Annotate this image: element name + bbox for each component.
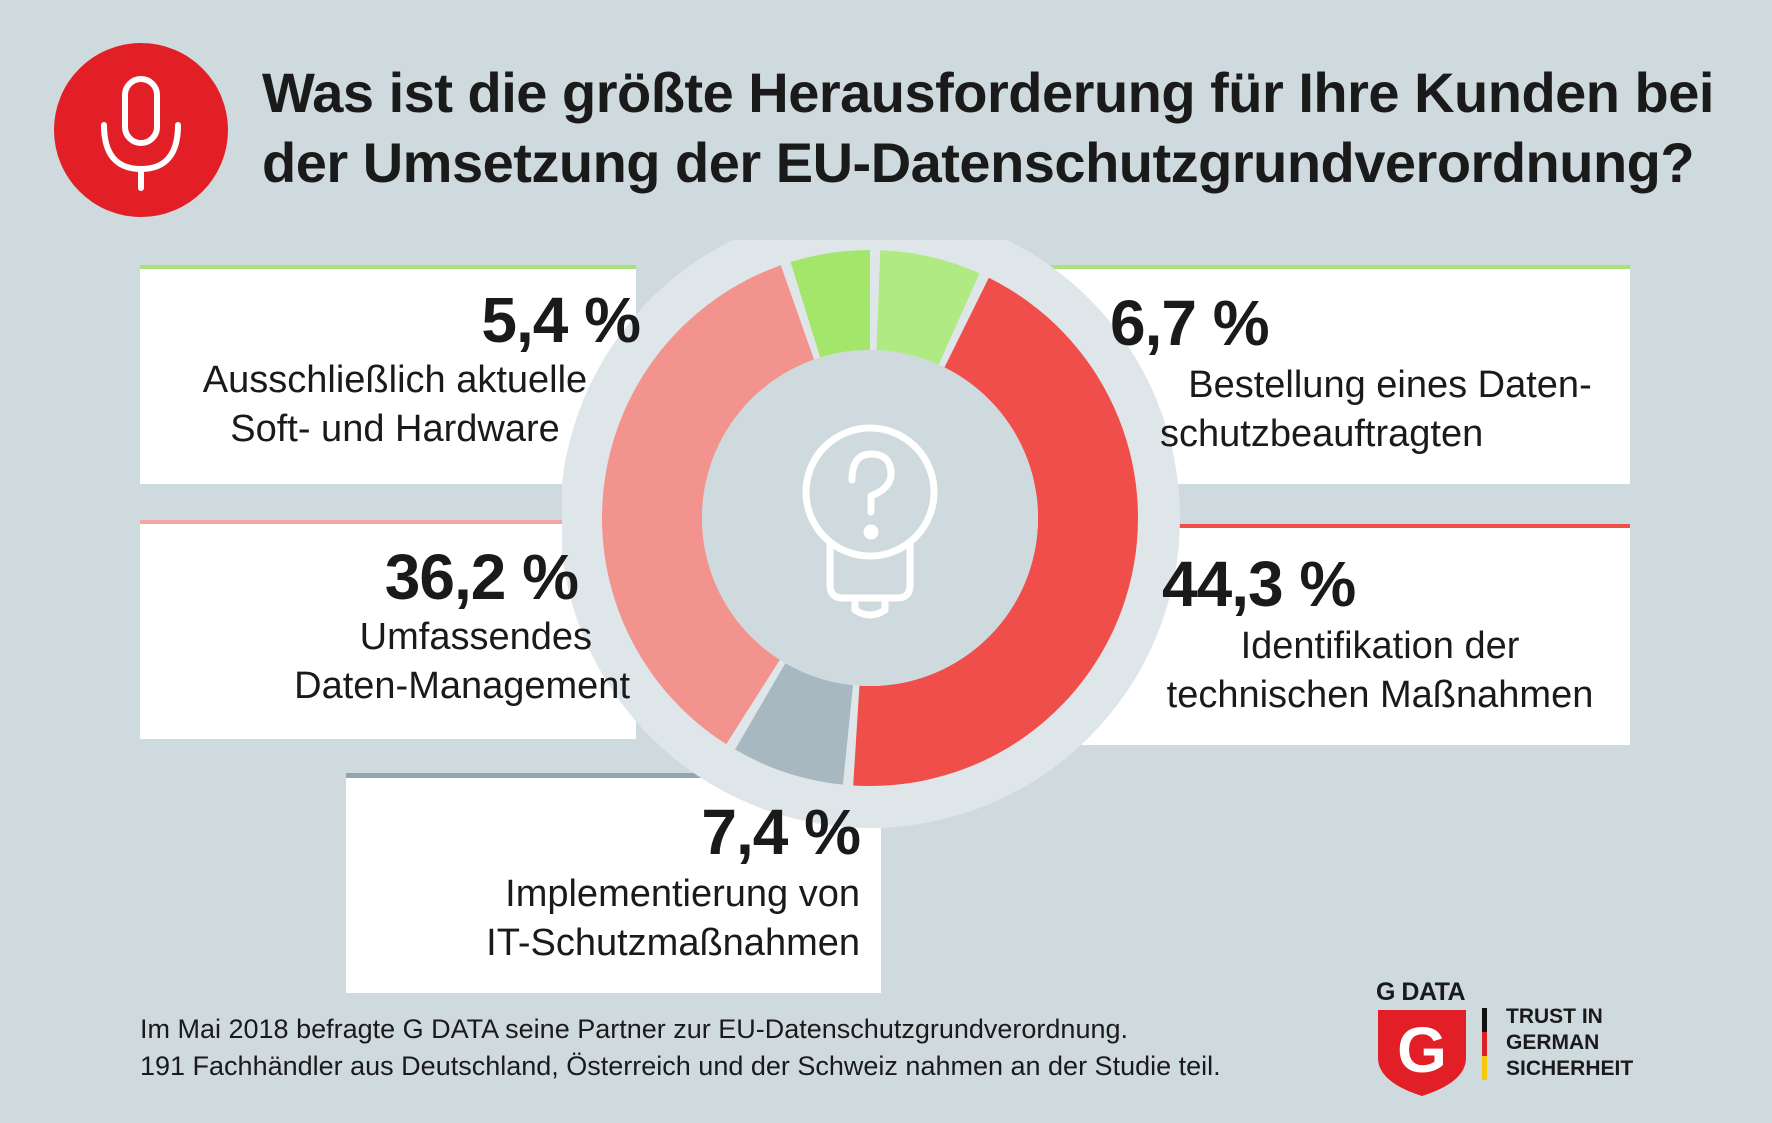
data-label-text: Umfassendes <box>359 616 592 658</box>
slogan: TRUST IN GERMAN SICHERHEIT <box>1506 1004 1633 1082</box>
title-line-1: Was ist die größte Herausforderung für I… <box>262 61 1714 124</box>
slogan-line: SICHERHEIT <box>1506 1057 1634 1080</box>
donut-slice-s5 <box>790 250 870 358</box>
donut-hole <box>702 350 1038 686</box>
label-s1: 6,7 % Bestellung eines Daten- schutzbeau… <box>1110 287 1640 459</box>
question-lightbulb-icon <box>802 424 938 619</box>
data-label-text: Identifikation der <box>1240 625 1520 667</box>
data-label-text: schutzbeauftragten <box>1160 413 1484 455</box>
footnote-line-1: Im Mai 2018 befragte G DATA seine Partne… <box>140 1014 1128 1044</box>
data-label-text: Bestellung eines Daten- <box>1188 364 1592 406</box>
label-panel-top-left <box>140 265 636 484</box>
title-line-2: der Umsetzung der EU-Datenschutzgrundver… <box>262 131 1695 194</box>
source-footnote: Im Mai 2018 befragte G DATA seine Partne… <box>140 1011 1221 1085</box>
german-flag-bar <box>1482 1008 1487 1080</box>
donut-slice-s3 <box>735 663 854 785</box>
shield-letter: G <box>1397 1014 1447 1086</box>
data-label-text: Ausschließlich aktuelle <box>202 359 588 401</box>
data-label-value: 36,2 % <box>384 541 579 613</box>
data-label-value: 44,3 % <box>1162 548 1356 620</box>
label-s2: 44,3 % Identifikation der technischen Ma… <box>1120 548 1640 720</box>
donut-slices <box>602 250 1138 787</box>
data-label-text: Daten-Management <box>294 665 630 707</box>
donut-slice-s4 <box>602 265 815 745</box>
shield-icon: G <box>1378 1010 1466 1096</box>
label-s4: 36,2 % Umfassendes Daten-Management <box>150 541 630 711</box>
slogan-line: TRUST IN <box>1506 1005 1603 1028</box>
data-label-text: Implementierung von <box>505 873 860 915</box>
label-s3: 7,4 % Implementierung von IT-Schutzmaßna… <box>380 796 861 968</box>
brand-wordmark: G DATA <box>1376 978 1466 1006</box>
microphone-icon <box>101 76 181 191</box>
data-label-text: technischen Maßnahmen <box>1166 674 1594 716</box>
data-label-text: Soft- und Hardware <box>230 408 560 450</box>
donut-slice-s2 <box>853 277 1138 787</box>
data-label-value: 6,7 % <box>1110 287 1270 359</box>
data-label-value: 7,4 % <box>701 796 861 868</box>
microphone-badge <box>54 43 228 217</box>
label-panel-middle-left <box>140 520 636 739</box>
label-s5: 5,4 % Ausschließlich aktuelle Soft- und … <box>150 284 641 454</box>
data-label-value: 5,4 % <box>481 284 641 356</box>
chart-title: Was ist die größte Herausforderung für I… <box>262 58 1714 198</box>
gdata-logo: G DATA G TRUST IN GERMAN SICHERHEIT <box>1370 978 1640 1098</box>
slogan-line: GERMAN <box>1506 1031 1600 1054</box>
donut-chart <box>562 240 1180 828</box>
data-label-text: IT-Schutzmaßnahmen <box>486 922 860 964</box>
footnote-line-2: 191 Fachhändler aus Deutschland, Österre… <box>140 1051 1221 1081</box>
donut-slice-s1 <box>876 250 980 365</box>
